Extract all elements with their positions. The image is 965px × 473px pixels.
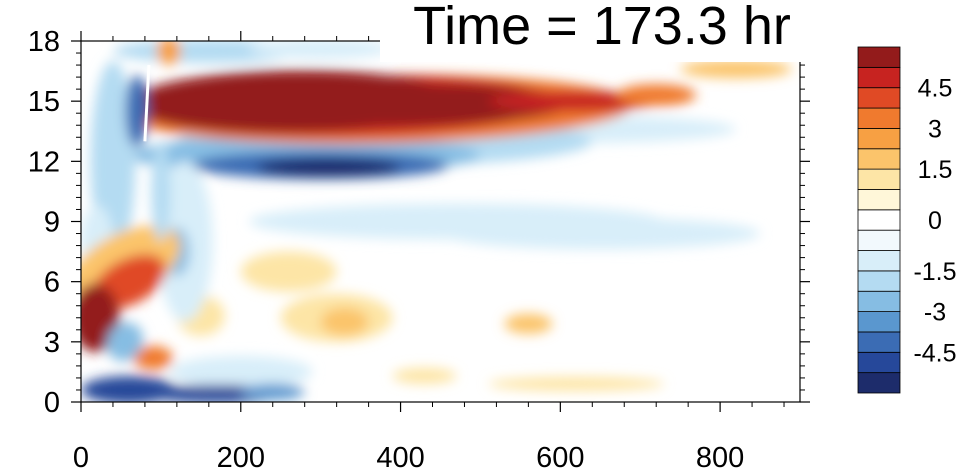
field-feature [488,376,665,391]
field-feature [151,141,171,242]
field-feature [240,251,337,292]
y-tick-label: 18 [28,26,60,58]
field-feature [616,84,697,107]
field-feature [248,41,393,59]
colorbar-box [857,372,901,394]
colorbar-box [857,148,901,170]
colorbar-label: 4.5 [918,75,953,103]
title-backdrop [380,0,810,62]
field-feature [168,355,313,388]
colorbar-box [857,209,901,231]
colorbar-box [857,46,901,68]
y-tick-label: 12 [28,146,60,178]
colorbar-box [857,128,901,150]
colorbar-label: -3 [924,299,946,327]
field-feature [680,60,792,79]
field-feature [392,367,457,384]
x-tick-label: 600 [536,442,584,473]
colorbar-box [857,189,901,211]
front-edge [143,64,151,142]
colorbar: 4.5 3 1.5 0 -1.5 -3 -4.5 [857,46,957,394]
field-feature [132,345,173,370]
colorbar-label: 0 [928,207,942,235]
field-feature [125,75,149,148]
field-feature [256,158,401,177]
colorbar-box [857,107,901,129]
y-tick-label: 9 [44,207,60,239]
field-feature [106,322,144,362]
y-tick-label: 6 [44,267,60,299]
colorbar-box [857,66,901,89]
y-tick-label: 15 [28,86,60,118]
field-feature [320,307,369,336]
y-tick-label: 0 [44,387,60,419]
colorbar-box [857,290,901,312]
colorbar-box [857,250,901,272]
colorbar-label: 3 [928,115,942,143]
x-tick-label: 0 [73,442,89,473]
heatmap-field [81,41,792,402]
field-feature [240,384,305,400]
x-tick-label: 200 [217,442,265,473]
field-feature [440,217,761,250]
colorbar-label: -4.5 [913,339,956,367]
colorbar-box [857,87,901,109]
colorbar-box [857,351,901,374]
colorbar-label: -1.5 [913,258,956,286]
colorbar-box [857,311,901,333]
colorbar-box [857,168,901,190]
field-feature [504,313,553,334]
field-feature [156,41,181,65]
axes: 0 200 400 600 800 0 3 6 9 12 15 18 [28,26,810,473]
chart-title: Time = 173.3 hr [413,0,791,56]
x-tick-label: 400 [376,442,424,473]
colorbar-box [857,229,901,251]
colorbar-label: 1.5 [918,156,953,184]
field-feature [256,84,577,126]
y-tick-label: 3 [44,327,60,359]
x-tick-label: 800 [696,442,744,473]
colorbar-box [857,331,901,353]
colorbar-box [857,270,901,292]
